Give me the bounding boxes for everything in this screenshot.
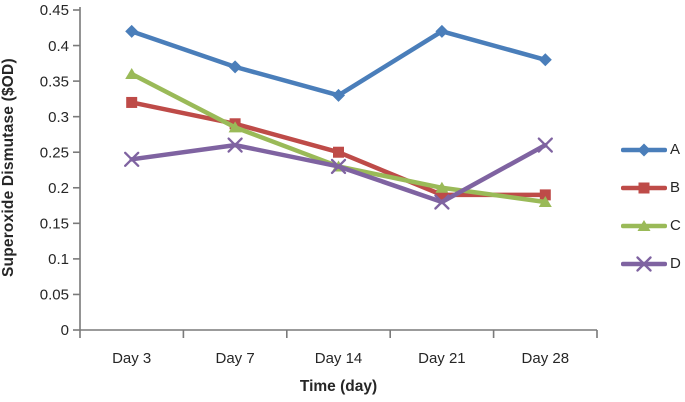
- legend-item-D: D: [621, 256, 681, 272]
- legend-marker-square-icon: [621, 182, 667, 194]
- series-B-marker-square-icon: [126, 96, 138, 108]
- series-D-marker-x-icon: [227, 137, 243, 153]
- y-tick-label: 0.45: [40, 2, 69, 19]
- legend: A B C D: [621, 142, 681, 272]
- legend-item-A: A: [621, 142, 681, 158]
- y-tick-label: 0.15: [40, 216, 69, 233]
- legend-label-B: B: [670, 179, 681, 196]
- y-tick-label: 0.4: [48, 38, 69, 55]
- series-D-marker-x-icon: [434, 194, 450, 210]
- series-A: [125, 24, 552, 102]
- legend-label-A: A: [670, 141, 681, 158]
- legend-B-marker: [638, 182, 650, 194]
- series-C-marker-triangle-icon: [538, 196, 552, 207]
- x-tick-label: Day 7: [216, 350, 255, 367]
- series-A-marker-diamond-icon: [228, 60, 242, 74]
- series-B-marker-square-icon: [436, 189, 448, 201]
- series-A-marker-diamond-icon: [332, 88, 345, 102]
- series-D-marker-x-icon: [124, 151, 140, 167]
- legend-label-D: D: [670, 255, 681, 272]
- legend-item-C: C: [621, 218, 681, 234]
- y-tick-label: 0.25: [40, 144, 69, 161]
- x-tick-label: Day 28: [522, 350, 570, 367]
- series-C-marker-triangle-icon: [228, 121, 242, 133]
- y-tick-label: 0.2: [48, 180, 69, 197]
- x-tick-label: Day 3: [112, 350, 151, 367]
- y-tick-label: 0.05: [40, 287, 69, 304]
- legend-label-C: C: [670, 217, 681, 234]
- legend-C-marker: [637, 220, 651, 231]
- y-tick-label: 0.35: [40, 73, 69, 90]
- series-A-marker-diamond-icon: [435, 24, 449, 38]
- series-A-marker-diamond-icon: [125, 24, 139, 38]
- series-B-marker-square-icon: [539, 189, 551, 201]
- y-axis-title: Superoxide Dismutase ($OD): [0, 58, 17, 278]
- series-A-marker-diamond-icon: [538, 53, 552, 67]
- series-line-A: [129, 29, 548, 98]
- y-tick-label: 0.3: [48, 109, 69, 126]
- x-tick-label: Day 21: [418, 350, 466, 367]
- legend-marker-triangle-icon: [621, 220, 667, 231]
- series-B-marker-square-icon: [333, 146, 344, 158]
- y-tick-label: 0: [61, 322, 69, 339]
- x-tick-label: Day 14: [315, 350, 363, 367]
- series-D-marker-x-icon: [330, 158, 347, 175]
- x-axis-title: Time (day): [299, 378, 378, 395]
- series-C-marker-triangle-icon: [125, 68, 139, 79]
- legend-item-B: B: [621, 180, 681, 196]
- series-C-marker-triangle-icon: [435, 181, 449, 193]
- legend-D-marker: [636, 256, 652, 272]
- series-B: [126, 96, 551, 201]
- legend-marker-diamond-icon: [621, 143, 667, 157]
- legend-A-marker: [637, 143, 651, 157]
- legend-marker-x-icon: [621, 256, 667, 272]
- y-tick-label: 0.1: [48, 251, 69, 268]
- series-D: [124, 137, 553, 210]
- series-D-marker-x-icon: [537, 137, 553, 153]
